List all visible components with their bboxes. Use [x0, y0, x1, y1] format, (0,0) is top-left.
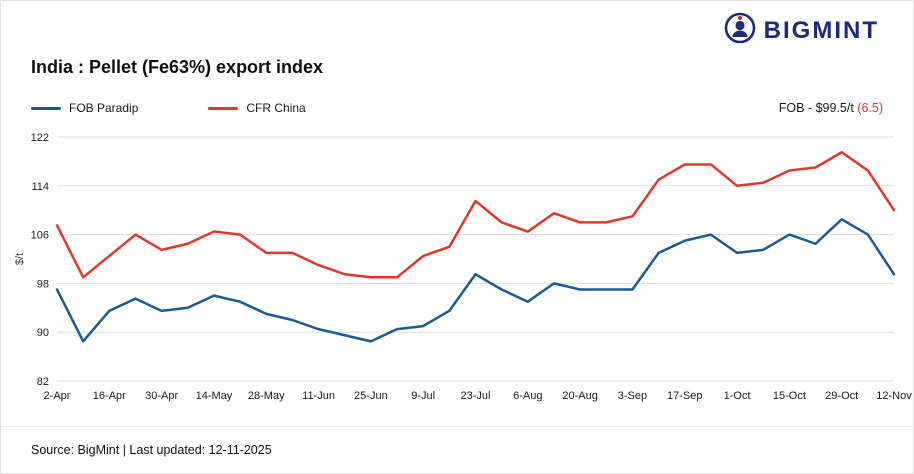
svg-text:82: 82	[37, 376, 49, 388]
bigmint-logo: BIGMINT	[723, 11, 879, 50]
latest-price-value: FOB - $99.5/t	[778, 101, 858, 115]
svg-text:$/t: $/t	[14, 253, 26, 265]
svg-text:90: 90	[37, 327, 49, 339]
legend: FOB Paradip CFR China FOB - $99.5/t (6.5…	[31, 101, 883, 115]
legend-item-fob-paradip: FOB Paradip	[31, 101, 138, 115]
svg-text:98: 98	[37, 278, 49, 290]
svg-text:3-Sep: 3-Sep	[618, 390, 647, 402]
svg-text:11-Jun: 11-Jun	[302, 390, 335, 402]
legend-label-fob-paradip: FOB Paradip	[69, 101, 139, 115]
line-chart: 82 90 98 106 114 122 2-Apr 16-Apr 30-Apr 14-May 28…	[13, 129, 913, 419]
svg-text:14-May: 14-May	[196, 390, 233, 402]
legend-swatch-cfr-china	[208, 106, 239, 110]
svg-text:122: 122	[31, 132, 49, 144]
legend-label-cfr-china: CFR China	[246, 101, 306, 115]
svg-text:114: 114	[31, 181, 49, 193]
svg-text:12-Nov: 12-Nov	[876, 390, 912, 402]
legend-item-cfr-china: CFR China	[208, 101, 306, 115]
chart-svg: 82 90 98 106 114 122 2-Apr 16-Apr 30-Apr 14-May 28…	[14, 132, 912, 402]
svg-text:2-Apr: 2-Apr	[44, 390, 71, 402]
svg-text:17-Sep: 17-Sep	[667, 390, 702, 402]
svg-text:15-Oct: 15-Oct	[773, 390, 806, 402]
legend-swatch-fob-paradip	[31, 106, 61, 110]
svg-text:25-Jun: 25-Jun	[354, 390, 388, 402]
svg-text:6-Aug: 6-Aug	[513, 390, 542, 402]
svg-text:30-Apr: 30-Apr	[145, 390, 178, 402]
latest-price-change: (6.5)	[857, 101, 883, 115]
svg-text:1-Oct: 1-Oct	[724, 390, 751, 402]
svg-text:23-Jul: 23-Jul	[461, 390, 491, 402]
svg-text:16-Apr: 16-Apr	[93, 390, 126, 402]
latest-price-annotation: FOB - $99.5/t (6.5)	[779, 101, 883, 115]
footer-divider	[1, 426, 913, 427]
svg-text:9-Jul: 9-Jul	[411, 390, 435, 402]
bigmint-logo-icon	[723, 11, 757, 50]
svg-text:29-Oct: 29-Oct	[825, 390, 858, 402]
bigmint-logo-text: BIGMINT	[763, 16, 879, 44]
svg-text:106: 106	[31, 230, 49, 242]
footer-source: Source: BigMint | Last updated: 12-11-20…	[31, 443, 272, 457]
svg-text:20-Aug: 20-Aug	[562, 390, 597, 402]
svg-text:28-May: 28-May	[248, 390, 285, 402]
page-title: India : Pellet (Fe63%) export index	[31, 57, 324, 77]
